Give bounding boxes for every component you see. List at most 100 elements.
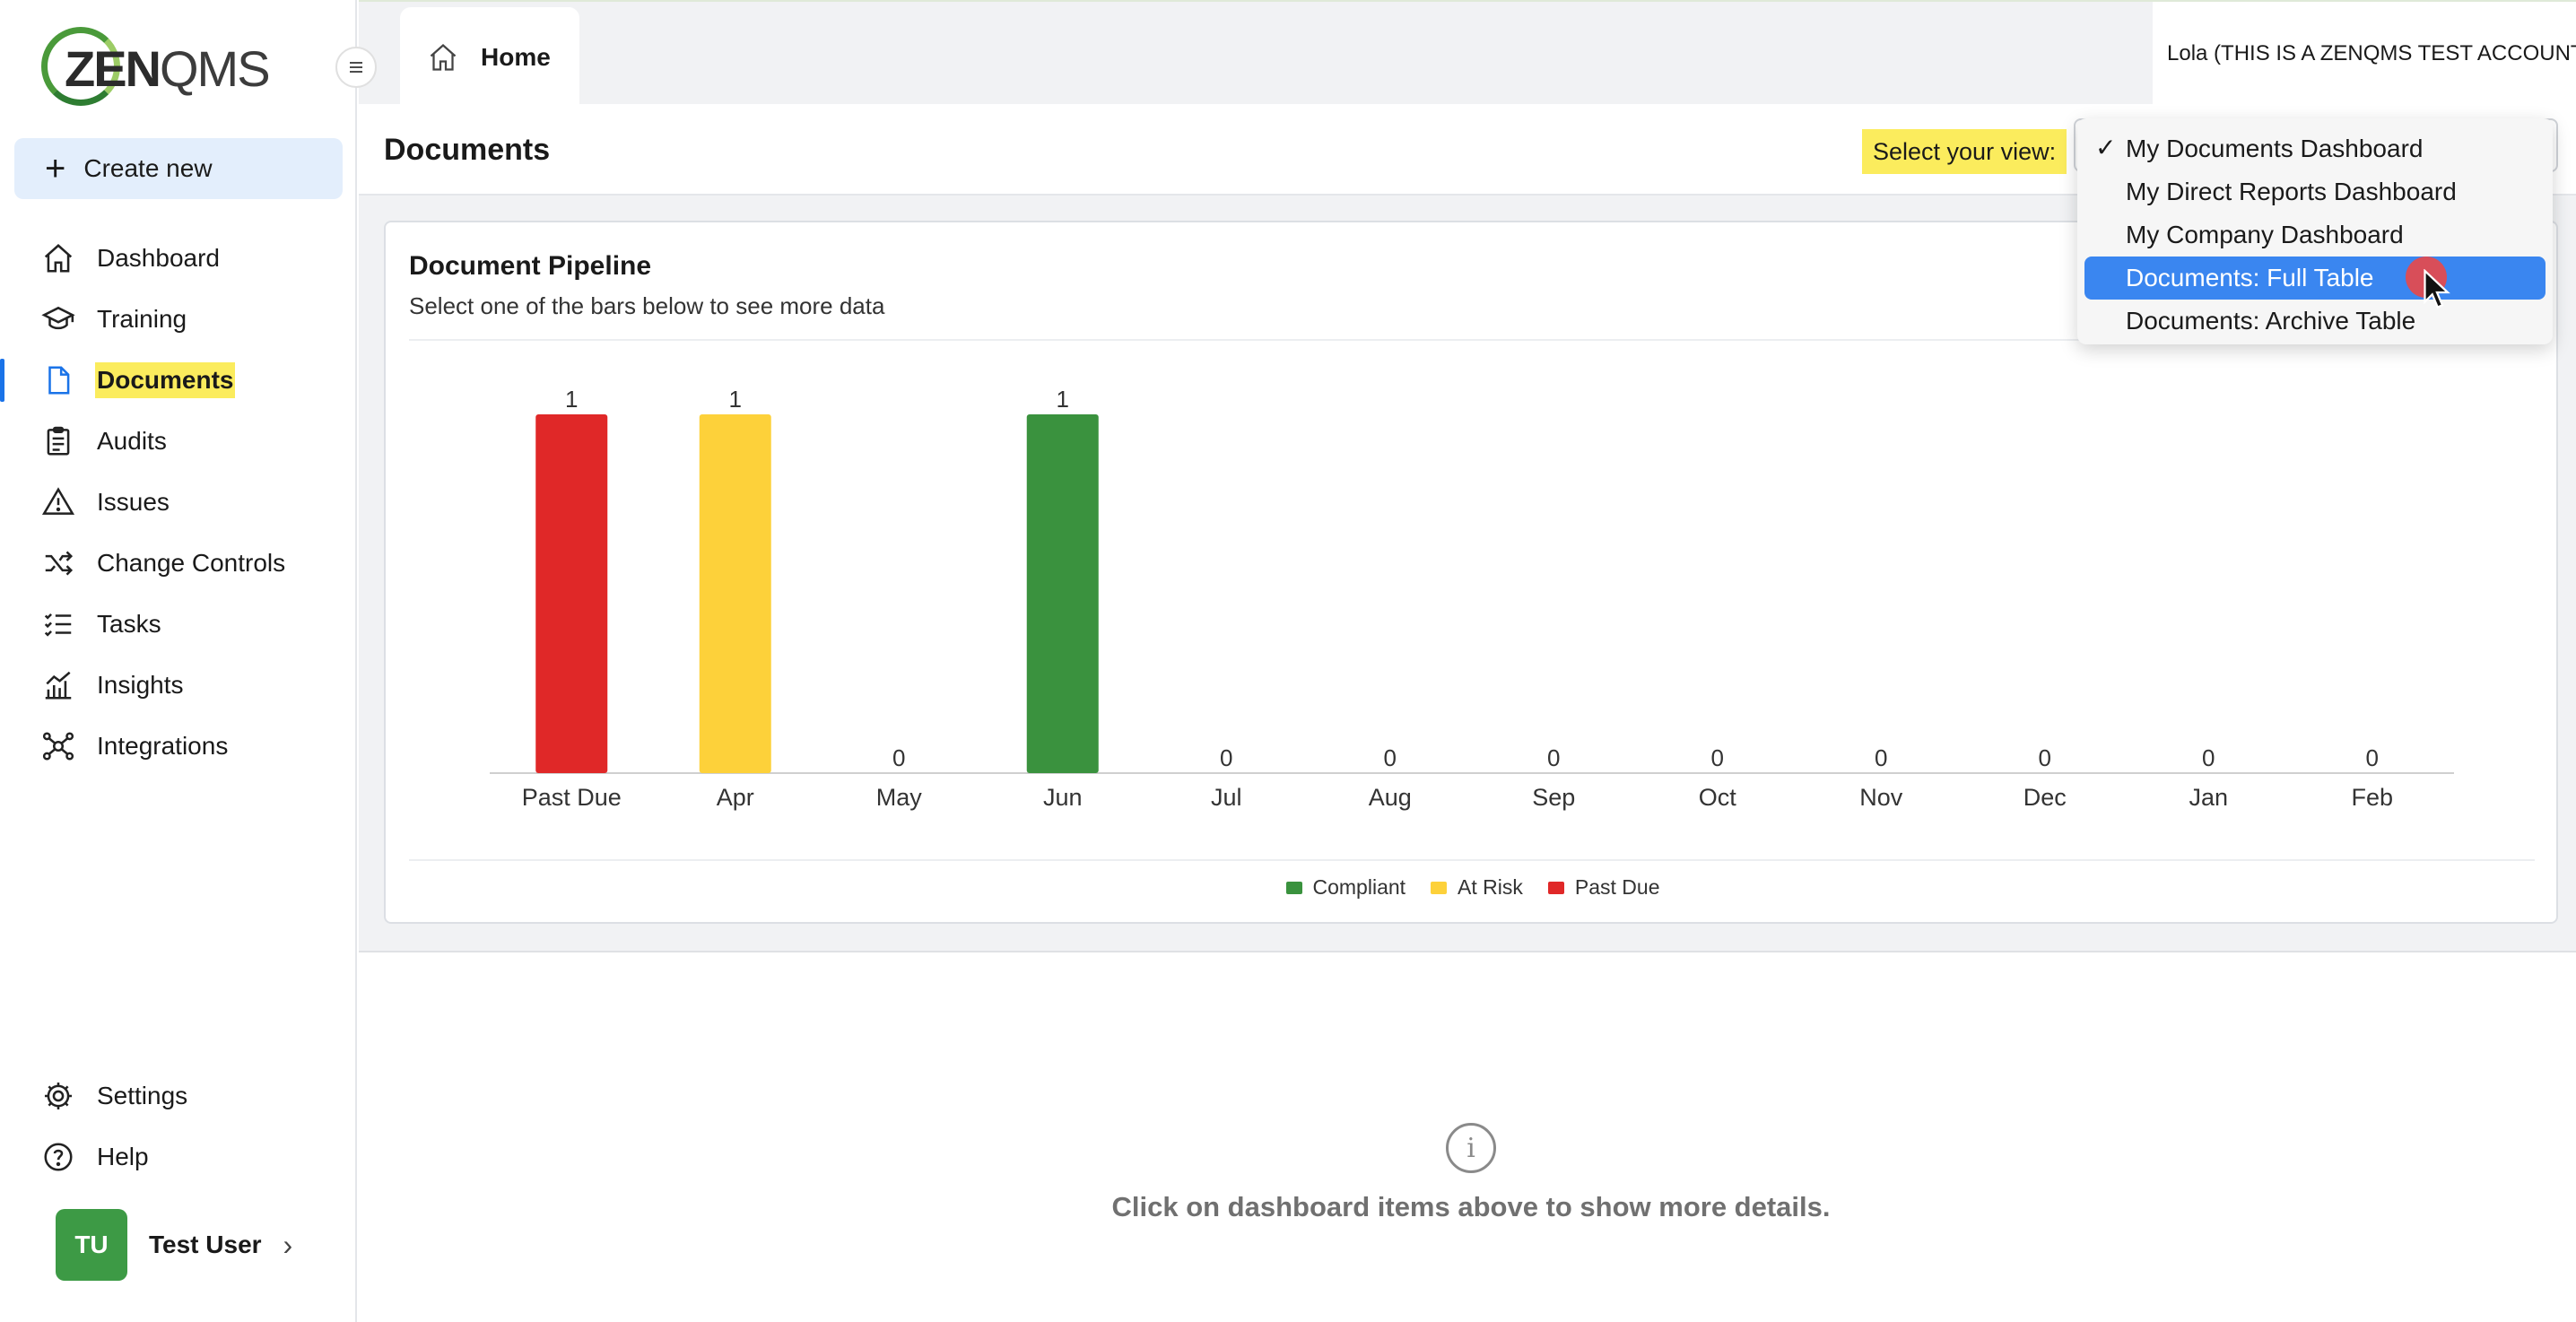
menu-item-label: My Documents Dashboard (2126, 135, 2424, 162)
menu-item-label: My Company Dashboard (2126, 221, 2404, 248)
divider (409, 859, 2535, 861)
legend-swatch (1547, 881, 1564, 894)
bar-jun[interactable] (1026, 414, 1099, 773)
x-tick-label: Jul (1211, 784, 1242, 811)
document-icon (48, 366, 70, 395)
sidebar-item-documents[interactable]: Documents (0, 350, 357, 411)
sidebar-item-label: Dashboard (97, 244, 220, 272)
network-icon (42, 732, 74, 761)
home-icon (44, 244, 73, 273)
sidebar-item-dashboard[interactable]: Dashboard (0, 228, 357, 289)
bar-value-label: 0 (1220, 744, 1232, 771)
sidebar-item-change-controls[interactable]: Change Controls (0, 533, 357, 594)
page-title: Documents (384, 133, 551, 167)
legend-label: At Risk (1458, 875, 1523, 899)
bar-value-label: 1 (1057, 386, 1069, 413)
sidebar-item-issues[interactable]: Issues (0, 472, 357, 533)
x-tick-label: Jan (2189, 784, 2228, 811)
bar-value-label: 0 (2366, 744, 2379, 771)
sidebar-item-label: Tasks (97, 610, 161, 638)
help-icon (44, 1143, 73, 1171)
x-tick-label: Jun (1043, 784, 1083, 811)
legend-item-at-risk[interactable]: At Risk (1431, 875, 1523, 900)
user-menu[interactable]: TU Test User › (56, 1209, 292, 1281)
menu-item-documents-full-table[interactable]: Documents: Full Table (2084, 257, 2546, 300)
legend-swatch (1431, 881, 1448, 894)
chart-icon (45, 671, 72, 700)
sidebar-item-label: Issues (97, 488, 170, 516)
sidebar-item-label: Integrations (97, 732, 229, 760)
sidebar-item-label: Settings (97, 1082, 188, 1109)
account-name[interactable]: Lola (THIS IS A ZENQMS TEST ACCOUNT) (2153, 2, 2576, 106)
avatar: TU (56, 1209, 127, 1281)
create-new-button[interactable]: + Create new (14, 138, 343, 199)
bar-value-label: 1 (565, 386, 578, 413)
bar-value-label: 0 (2039, 744, 2051, 771)
sidebar-item-label: Change Controls (97, 549, 286, 577)
bar-value-label: 0 (2202, 744, 2215, 771)
bar-value-label: 1 (729, 386, 742, 413)
card-subtitle: Select one of the bars below to see more… (409, 292, 885, 319)
empty-state-text: Click on dashboard items above to show m… (1111, 1191, 1831, 1222)
x-tick-label: Past Due (522, 784, 622, 811)
menu-item-my-company-dashboard[interactable]: My Company Dashboard (2084, 213, 2546, 257)
menu-item-my-documents-dashboard[interactable]: ✓ My Documents Dashboard (2084, 127, 2546, 170)
legend-label: Past Due (1574, 875, 1660, 899)
legend-swatch (1285, 881, 1302, 894)
plus-icon: + (45, 149, 66, 188)
logo-main-text: ZEN (65, 40, 161, 97)
info-icon: i (1446, 1123, 1496, 1173)
mouse-cursor-icon (2424, 269, 2450, 309)
checklist-icon (44, 613, 72, 637)
clipboard-icon (47, 426, 70, 456)
tab-home-label: Home (481, 43, 551, 71)
user-name: Test User (149, 1231, 262, 1258)
sidebar-item-help[interactable]: Help (0, 1126, 357, 1187)
logo[interactable]: ZENQMS (41, 27, 271, 106)
x-tick-label: Aug (1369, 784, 1412, 811)
collapse-sidebar-button[interactable] (335, 47, 377, 88)
sidebar-item-insights[interactable]: Insights (0, 655, 357, 716)
bar-apr[interactable] (699, 414, 771, 773)
warning-icon (41, 487, 75, 515)
create-new-label: Create new (83, 154, 213, 182)
x-tick-label: Oct (1699, 784, 1737, 811)
view-select-label: Select your view: (1862, 129, 2067, 174)
menu-item-documents-archive-table[interactable]: Documents: Archive Table (2084, 300, 2546, 343)
bar-value-label: 0 (1875, 744, 1887, 771)
sidebar-item-label: Documents (95, 362, 236, 398)
pipeline-bar-chart: 1 Past Due 1 Apr 0 May 1 Jun 0 Jul 0 Aug 0 Sep 0 Oct 0 No… (490, 386, 2454, 811)
checkmark-icon: ✓ (2095, 134, 2117, 161)
chart-legend: Compliant At Risk Past Due (386, 875, 2560, 900)
menu-item-label: Documents: Archive Table (2126, 307, 2416, 335)
bar-value-label: 0 (1547, 744, 1560, 771)
shuffle-icon (45, 551, 74, 576)
menu-icon (350, 62, 362, 73)
sidebar-item-training[interactable]: Training (0, 289, 357, 350)
sidebar-item-label: Audits (97, 427, 167, 455)
menu-item-my-direct-reports-dashboard[interactable]: My Direct Reports Dashboard (2084, 170, 2546, 213)
sidebar-item-label: Training (97, 305, 187, 333)
sidebar-item-label: Help (97, 1143, 149, 1170)
card-title: Document Pipeline (409, 251, 652, 281)
legend-label: Compliant (1312, 875, 1406, 899)
sidebar-item-integrations[interactable]: Integrations (0, 716, 357, 777)
bar-value-label: 0 (1711, 744, 1724, 771)
chevron-right-icon: › (283, 1228, 293, 1261)
tab-home[interactable]: Home (400, 7, 579, 108)
legend-item-compliant[interactable]: Compliant (1285, 875, 1406, 900)
sidebar-item-tasks[interactable]: Tasks (0, 594, 357, 655)
gear-icon (44, 1082, 73, 1110)
legend-item-past-due[interactable]: Past Due (1547, 875, 1660, 900)
x-tick-label: Nov (1859, 784, 1903, 811)
sidebar-item-audits[interactable]: Audits (0, 411, 357, 472)
x-tick-label: Dec (2023, 784, 2067, 811)
sidebar-item-settings[interactable]: Settings (0, 1065, 357, 1126)
x-tick-label: Apr (717, 784, 754, 811)
bar-value-label: 0 (1384, 744, 1397, 771)
bar-past-due[interactable] (535, 414, 608, 773)
main-nav: Dashboard Training Documents Audits Issu… (0, 228, 357, 777)
menu-item-label: Documents: Full Table (2126, 264, 2374, 291)
sidebar: ZENQMS + Create new Dashboard Training D… (0, 0, 357, 1322)
